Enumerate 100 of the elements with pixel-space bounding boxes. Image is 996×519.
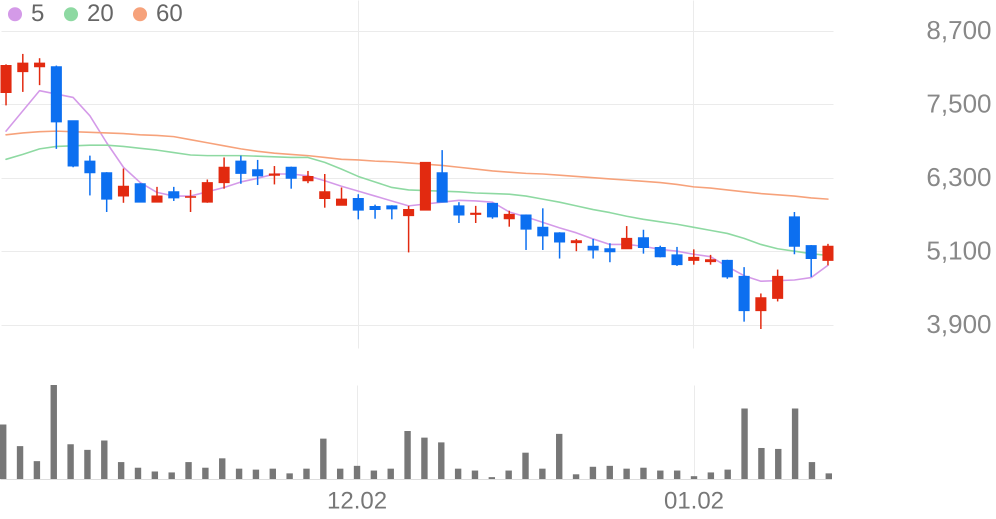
candlestick [386,204,398,220]
candlestick [218,156,230,190]
bar [118,462,124,479]
bar [336,468,344,479]
candlestick [504,210,515,228]
bar [219,458,226,479]
candlestick [453,201,464,224]
bar [354,466,360,479]
candlestick [705,254,716,266]
candlestick [755,292,766,330]
bar [320,438,327,479]
candlestick [84,154,96,196]
candlestick [202,178,213,204]
line-series [5,90,829,282]
bar [505,470,512,479]
bar [370,470,378,479]
bar [286,473,293,479]
bar [741,408,748,479]
bar [101,440,108,479]
candlestick [570,238,582,252]
candlestick [638,229,649,254]
candlestick [34,57,46,86]
candlestick [621,225,632,250]
candlestick [302,170,314,184]
candlestick [319,173,330,208]
bar [826,473,832,479]
candlestick [403,205,414,254]
bar [690,476,698,479]
bar [556,434,562,479]
candlestick [352,193,364,220]
candlestick [185,189,196,213]
bar [404,431,411,479]
candlestick [654,244,666,258]
candlestick [252,159,264,186]
y-tick-label: 7,500 [926,88,992,119]
candlestick [822,243,834,266]
bar [808,462,816,479]
bar [590,466,596,479]
candlestick [671,246,683,267]
bar [657,470,664,479]
candlestick [470,205,482,224]
bar [270,468,276,479]
bar [421,438,428,479]
candlestick [235,154,246,185]
bar [34,461,40,479]
bar [303,468,310,479]
bar [606,466,613,479]
candlestick [370,204,381,220]
bar [438,442,444,479]
bar [539,468,546,479]
x-tick-label: 12.02 [326,488,388,514]
bar [134,468,142,479]
bar [185,462,192,479]
bar [454,468,462,479]
candlestick [268,165,280,186]
bar [0,424,6,479]
bar [388,468,394,479]
line-series [5,130,829,200]
legend-label: 20 [87,0,114,28]
candlestick [486,202,498,220]
candlestick [286,166,297,190]
candlestick [772,268,784,302]
bar [16,446,24,479]
candlestick [604,242,616,263]
y-tick-label: 3,900 [926,309,992,340]
bar [572,474,580,479]
candlestick [17,53,28,93]
bar [640,468,647,479]
bar [168,472,175,479]
bar [758,448,765,479]
candlestick [168,186,180,202]
legend-label: 5 [31,0,44,28]
bar [708,472,714,479]
y-tick-label: 5,100 [926,236,992,266]
bar [252,470,260,479]
bar [522,452,529,479]
bar [472,470,478,479]
candlestick [134,182,146,203]
bar [674,470,680,479]
x-tick-label: 01.02 [664,488,724,514]
candlestick [588,238,599,260]
bar [792,408,798,479]
bar [152,471,158,479]
bar [236,468,242,479]
candlestick [151,186,163,203]
bar [67,444,74,479]
candlestick [806,244,817,278]
candlestick [520,214,532,251]
bar [724,470,731,479]
bar [202,468,209,479]
candlestick [722,259,733,280]
y-tick-label: 8,700 [926,15,992,46]
legend-label: 60 [156,0,183,28]
bar [84,450,91,479]
bar [50,385,57,479]
candlestick [118,168,129,204]
bar [775,448,782,479]
candlestick [537,208,548,251]
candlestick [688,248,700,266]
bar [623,468,630,479]
